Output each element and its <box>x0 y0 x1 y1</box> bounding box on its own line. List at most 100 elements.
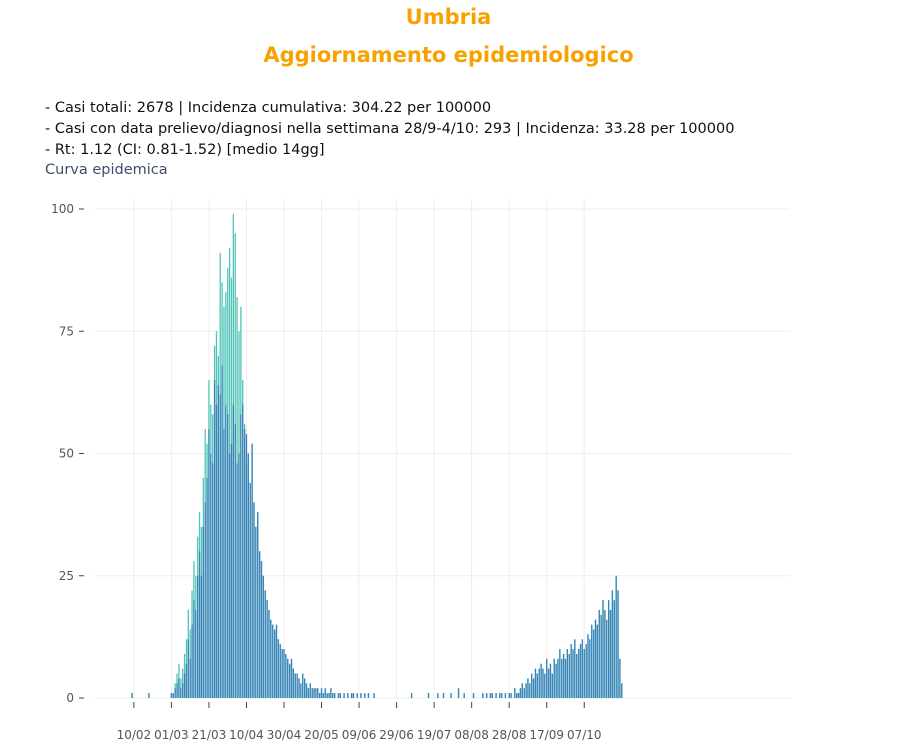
bar-onset <box>553 658 555 698</box>
bar-onset <box>148 693 150 698</box>
bar-onset <box>227 414 229 698</box>
bar-onset <box>364 693 366 698</box>
bar-onset <box>176 683 178 698</box>
bar-onset <box>542 668 544 698</box>
bar-onset <box>472 693 475 698</box>
bar-onset <box>320 688 323 698</box>
bar-total <box>182 668 184 698</box>
bar-onset <box>292 668 295 698</box>
bar-onset <box>206 477 208 698</box>
y-tick-label: 100 <box>51 202 74 216</box>
bar-onset <box>583 649 585 698</box>
bar-onset <box>304 678 306 698</box>
bar-onset <box>606 619 608 698</box>
bar-onset <box>178 678 180 698</box>
bar-onset <box>281 649 283 698</box>
bar-onset <box>262 575 265 698</box>
bar-onset <box>277 639 280 698</box>
y-tick-label: 75 <box>59 324 74 338</box>
bar-onset <box>343 693 345 698</box>
x-tick-label: 21/03 <box>192 728 227 742</box>
bar-onset <box>350 693 353 698</box>
bar-onset <box>223 429 225 698</box>
bar-onset <box>367 693 370 698</box>
y-tick-label: 0 <box>66 691 74 705</box>
bar-onset <box>598 609 600 698</box>
bar-onset <box>307 688 310 698</box>
bar-onset <box>311 688 313 698</box>
bar-onset <box>238 453 240 698</box>
bar-onset <box>525 683 527 698</box>
bar-onset <box>313 688 315 698</box>
x-tick-label: 19/07 <box>417 728 452 742</box>
bar-onset <box>266 600 268 698</box>
bar-onset <box>240 414 242 698</box>
bar-onset <box>486 693 488 698</box>
x-tick-label: 29/06 <box>379 728 414 742</box>
bar-onset <box>260 561 263 698</box>
bar-onset <box>564 658 567 698</box>
bar-onset <box>579 644 582 698</box>
x-tick-label: 07/10 <box>567 728 602 742</box>
bar-onset <box>540 663 542 698</box>
y-tick-label: 25 <box>59 569 74 583</box>
bar-onset <box>202 526 204 698</box>
chart-title: Curva epidemica <box>45 162 168 178</box>
bar-onset <box>499 693 501 698</box>
bar-onset <box>611 590 614 698</box>
bar-onset <box>491 693 493 698</box>
bar-onset <box>551 673 553 698</box>
bar-onset <box>482 693 484 698</box>
x-tick-label: 10/04 <box>229 728 264 742</box>
bar-onset <box>170 693 173 698</box>
stats-block: - Casi totali: 2678 | Incidenza cumulati… <box>45 98 734 161</box>
bar-onset <box>275 624 278 698</box>
bar-onset <box>337 693 340 698</box>
bar-onset <box>521 683 523 698</box>
bar-onset <box>195 609 197 698</box>
bar-onset <box>581 639 584 698</box>
bar-onset <box>253 502 255 698</box>
bar-onset <box>245 433 248 698</box>
bar-onset <box>213 380 216 698</box>
page-subtitle: Aggiornamento epidemiologico <box>263 43 634 67</box>
bar-onset <box>559 649 561 698</box>
bar-onset <box>258 551 261 698</box>
bar-onset <box>557 658 559 698</box>
x-tick-label: 28/08 <box>492 728 527 742</box>
bar-onset <box>328 693 330 698</box>
bar-onset <box>604 609 606 698</box>
bar-onset <box>208 429 210 698</box>
bar-onset <box>249 482 251 698</box>
x-tick-label: 09/06 <box>342 728 377 742</box>
bar-onset <box>495 693 497 698</box>
bar-onset <box>217 385 219 698</box>
bar-onset <box>193 600 195 698</box>
x-tick-label: 17/09 <box>529 728 564 742</box>
bar-onset <box>555 663 557 698</box>
stats-line-week: - Casi con data prelievo/diagnosi nella … <box>45 121 735 137</box>
bar-onset <box>410 693 413 698</box>
bar-onset <box>332 693 334 698</box>
bar-onset <box>519 688 522 698</box>
bar-onset <box>617 590 619 698</box>
bar-onset <box>302 673 304 698</box>
bar-onset <box>270 619 272 698</box>
bar-onset <box>356 693 358 698</box>
bar-onset <box>243 429 246 698</box>
bar-onset <box>504 693 507 698</box>
bar-onset <box>174 688 176 698</box>
bar-onset <box>619 658 621 698</box>
bar-onset <box>180 688 182 698</box>
bar-onset <box>544 673 546 698</box>
x-tick-label: 01/03 <box>154 728 189 742</box>
bar-onset <box>242 404 244 698</box>
bar-onset <box>450 693 452 698</box>
x-tick-label: 20/05 <box>304 728 339 742</box>
bar-onset <box>352 693 355 698</box>
bar-onset <box>215 404 218 698</box>
bar-onset <box>609 609 612 698</box>
bar-onset <box>570 644 572 698</box>
bar-onset <box>373 693 375 698</box>
bar-onset <box>538 668 540 698</box>
